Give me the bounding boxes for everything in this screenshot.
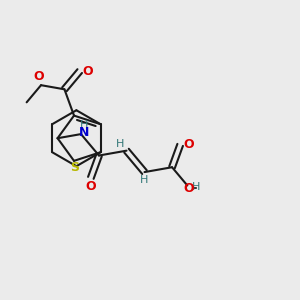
Text: O: O — [184, 182, 194, 195]
Text: O: O — [85, 180, 96, 193]
Text: H: H — [116, 139, 124, 149]
Text: O: O — [83, 64, 93, 78]
Text: H: H — [192, 182, 200, 192]
Text: N: N — [79, 126, 89, 139]
Text: H: H — [140, 175, 149, 185]
Text: H: H — [80, 120, 89, 130]
Text: O: O — [33, 70, 44, 83]
Text: O: O — [183, 138, 194, 152]
Text: S: S — [70, 161, 79, 174]
